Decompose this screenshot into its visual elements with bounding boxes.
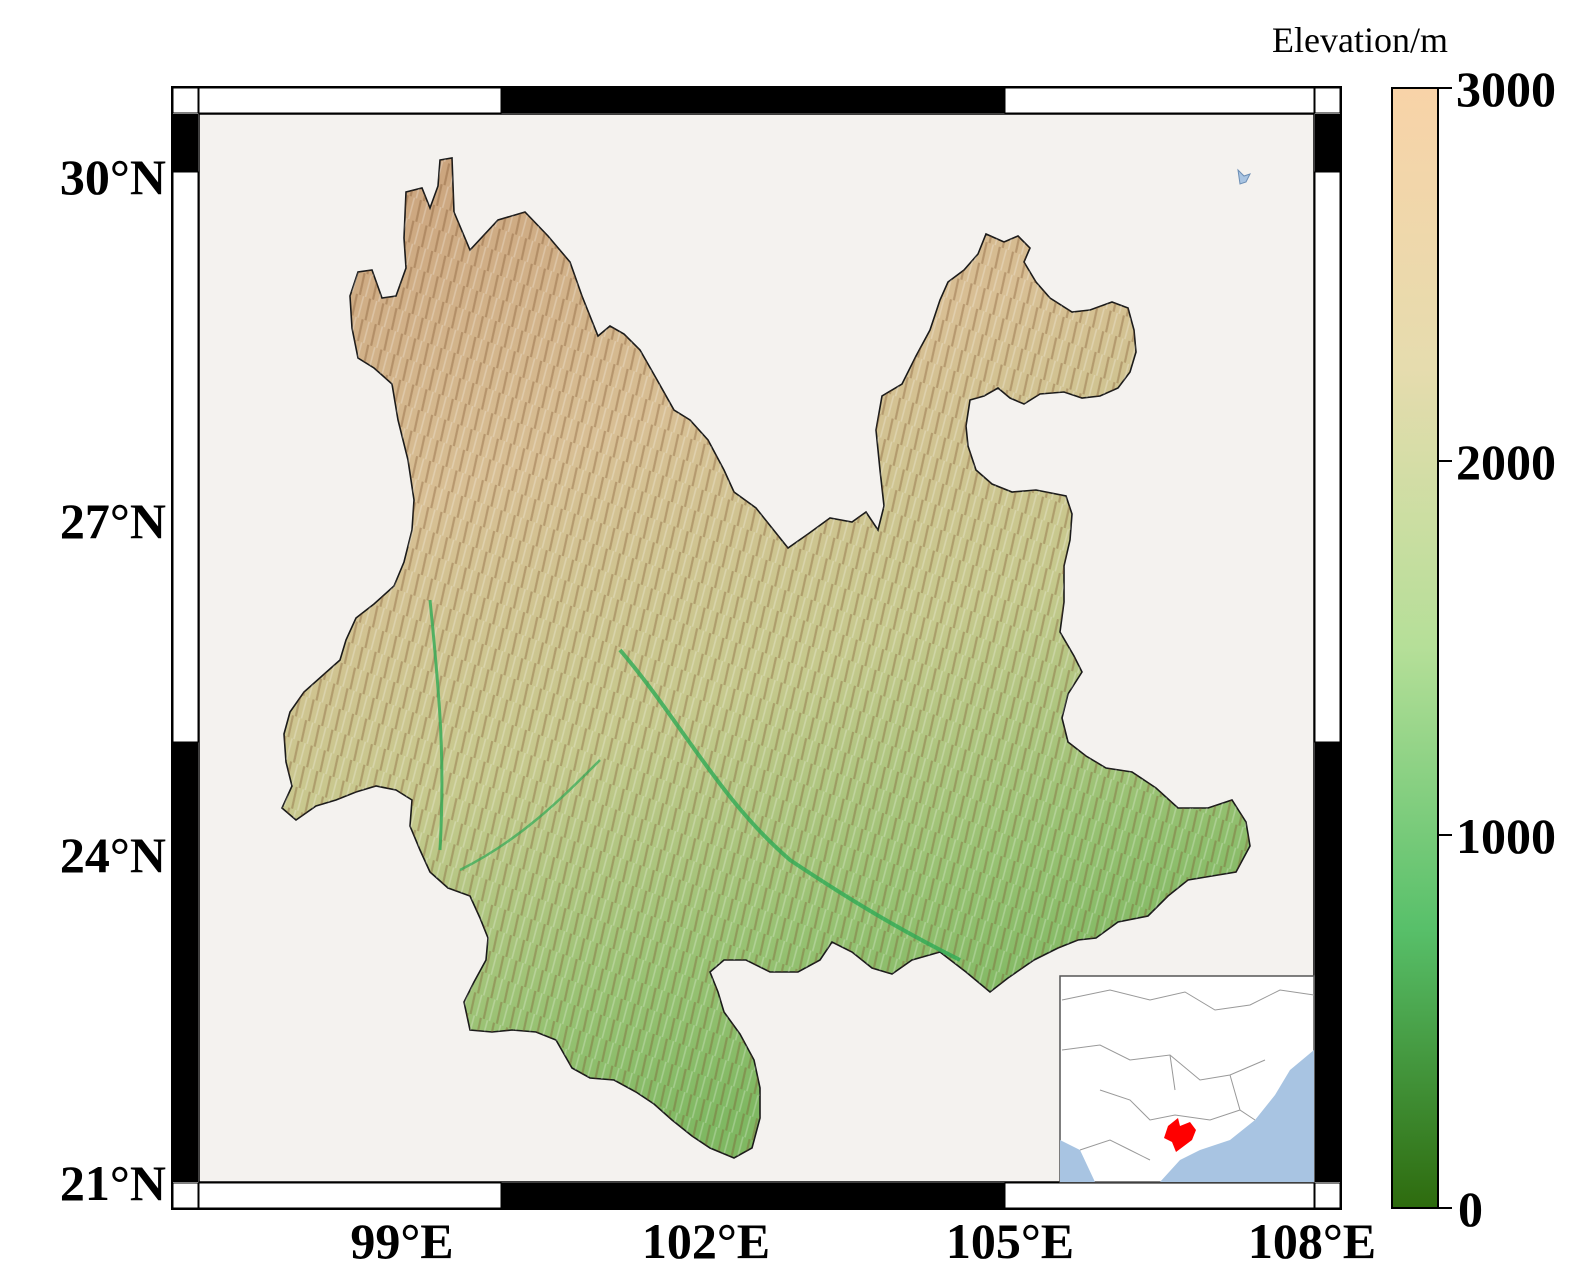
frame-left-black-top	[173, 114, 198, 172]
colorbar-title: Elevation/m	[1272, 20, 1448, 60]
lat-tick-label: 27°N	[60, 493, 166, 549]
frame-corner-tl	[172, 87, 199, 114]
river-valley	[618, 648, 961, 962]
frame-top-white-right	[1004, 87, 1315, 114]
lat-tick-label: 30°N	[60, 149, 166, 205]
lon-tick-label: 99°E	[350, 1213, 453, 1269]
frame-top-white-left	[198, 87, 502, 114]
river-valley	[459, 759, 601, 872]
inset-yunnan-highlight	[1164, 1118, 1196, 1152]
lon-tick-label: 105°E	[946, 1213, 1074, 1269]
location-inset-map	[1059, 975, 1315, 1183]
lon-tick-label: 108°E	[1248, 1213, 1376, 1269]
frame-right-black-top	[1315, 114, 1340, 172]
frame-left-black-bot	[173, 742, 198, 1182]
colorbar-tick-label: 1000	[1456, 808, 1556, 864]
frame-border	[171, 86, 1342, 1210]
frame-right-black-bot	[1315, 742, 1340, 1182]
colorbar-tick-label: 0	[1458, 1181, 1483, 1237]
frame-corner-bl	[172, 1182, 199, 1209]
colorbar-tick-label: 3000	[1456, 61, 1556, 117]
colorbar-ramp	[1391, 87, 1439, 1209]
lon-tick-label: 102°E	[642, 1213, 770, 1269]
elevation-colorbar: Elevation/m 3000 2000 1000 0	[1272, 20, 1556, 1237]
frame-right-white-mid	[1314, 171, 1341, 743]
river-valley	[428, 599, 444, 851]
inset-ocean	[1060, 1050, 1314, 1182]
frame-bottom-black-mid	[501, 1183, 1005, 1208]
frame-bottom-white-right	[1004, 1182, 1315, 1209]
frame-bottom-white-left	[198, 1182, 502, 1209]
lat-tick-label: 24°N	[60, 827, 166, 883]
frame-top-black-mid	[501, 88, 1005, 113]
longitude-labels: 99°E 102°E 105°E 108°E	[350, 1213, 1376, 1269]
lake-feature	[1237, 168, 1251, 185]
lat-tick-label: 21°N	[60, 1155, 166, 1211]
province-terrain	[281, 157, 1251, 1159]
frame-corner-br	[1314, 1182, 1341, 1209]
colorbar-tick-label: 2000	[1456, 434, 1556, 490]
inset-borders	[1061, 989, 1314, 1161]
frame-left-white-mid	[172, 171, 199, 743]
frame-corner-tr	[1314, 87, 1341, 114]
latitude-labels: 30°N 27°N 24°N 21°N	[60, 149, 166, 1211]
terrain-relief-texture	[282, 158, 1250, 1158]
